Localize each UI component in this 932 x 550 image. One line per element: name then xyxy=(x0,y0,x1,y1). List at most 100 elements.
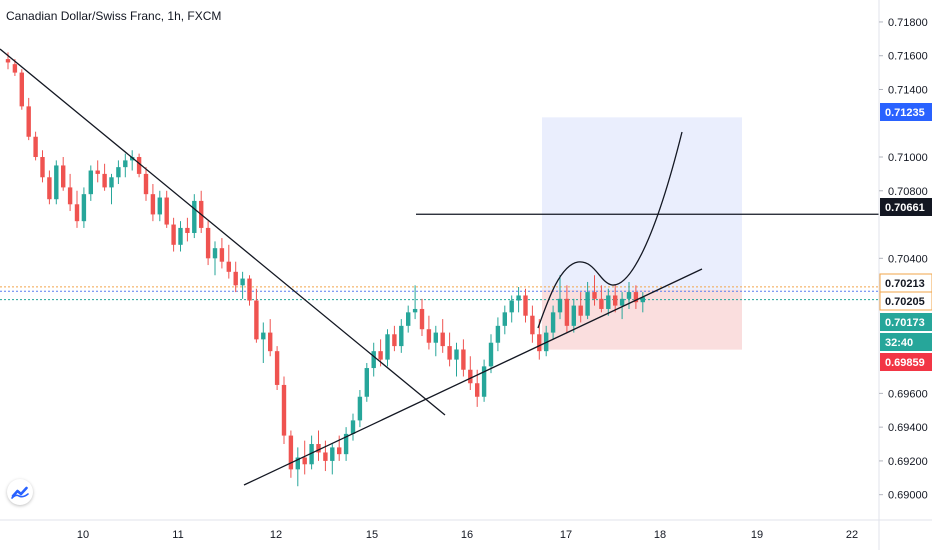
candle xyxy=(330,444,335,475)
candle xyxy=(302,440,307,475)
candle xyxy=(26,97,31,141)
candle xyxy=(81,187,87,228)
candle xyxy=(481,359,487,402)
candle xyxy=(185,217,190,242)
candle xyxy=(47,170,52,205)
candle xyxy=(164,190,169,228)
candle xyxy=(226,244,231,279)
candle xyxy=(475,369,480,407)
candle xyxy=(102,163,107,191)
price-badge-black: 0.70661 xyxy=(880,198,932,216)
candle xyxy=(364,362,369,402)
candle xyxy=(281,376,287,445)
time-axis[interactable]: 10 11 12 15 16 17 18 19 22 xyxy=(77,529,858,541)
downtrend-line[interactable] xyxy=(0,48,446,416)
candle xyxy=(295,447,300,487)
candle xyxy=(95,160,100,183)
candle xyxy=(61,157,66,191)
candle xyxy=(343,427,349,461)
y-tick-label: 0.69600 xyxy=(888,388,928,400)
candle xyxy=(454,342,459,377)
price-badge-teal: 32:40 xyxy=(880,333,932,351)
candle xyxy=(619,292,625,320)
candle xyxy=(488,334,494,374)
candle xyxy=(116,160,121,185)
candle xyxy=(19,69,24,110)
candle xyxy=(240,271,245,299)
candle xyxy=(599,285,604,313)
candle xyxy=(219,238,225,269)
x-tick-label: 10 xyxy=(77,529,89,541)
candle xyxy=(130,150,135,171)
candle xyxy=(88,165,93,201)
candlestick-series xyxy=(5,52,645,487)
candle xyxy=(150,184,156,222)
candle xyxy=(419,298,425,336)
price-badge-outline: 0.70205 xyxy=(879,291,932,311)
y-tick-label: 0.71600 xyxy=(888,51,928,63)
candle xyxy=(212,241,218,276)
candle xyxy=(74,190,80,228)
svg-text:0.70661: 0.70661 xyxy=(885,202,925,214)
y-tick-label: 0.69000 xyxy=(888,490,928,502)
target-zone[interactable] xyxy=(542,117,742,290)
candle xyxy=(178,221,183,252)
chart-title: Canadian Dollar/Swiss Franc, 1h, FXCM xyxy=(6,9,222,23)
y-tick-label: 0.71000 xyxy=(888,152,928,164)
candle xyxy=(495,317,501,352)
candle xyxy=(254,288,259,343)
x-tick-label: 17 xyxy=(560,529,572,541)
candle xyxy=(626,281,632,309)
chart-drawings xyxy=(0,48,879,486)
candle xyxy=(323,440,328,472)
y-tick-label: 0.71400 xyxy=(888,84,928,96)
candle xyxy=(433,325,438,357)
candle xyxy=(274,346,280,390)
svg-text:0.71235: 0.71235 xyxy=(885,107,925,119)
candle xyxy=(440,319,445,353)
candle xyxy=(633,285,639,309)
candle xyxy=(392,325,397,352)
candle xyxy=(550,305,556,340)
svg-text:0.69859: 0.69859 xyxy=(885,357,925,369)
candle xyxy=(205,221,211,266)
candle xyxy=(530,305,535,343)
uptrend-line[interactable] xyxy=(243,268,703,486)
svg-text:32:40: 32:40 xyxy=(885,337,913,349)
price-badges: 0.71235 0.70661 0.70213 0.70205 0.70173 32:40… xyxy=(879,103,932,371)
candle xyxy=(564,285,570,333)
tradingview-logo-icon[interactable] xyxy=(7,479,33,505)
candle xyxy=(509,295,514,323)
price-badge-teal: 0.70173 xyxy=(880,313,932,331)
projection-curve[interactable] xyxy=(537,131,683,329)
candle xyxy=(585,281,590,320)
svg-text:0.70205: 0.70205 xyxy=(885,296,925,308)
candle xyxy=(157,190,162,222)
price-axis[interactable]: 0.71800 0.71600 0.71400 0.71000 0.70800 0.704… xyxy=(879,17,928,502)
candle xyxy=(426,315,432,350)
candle xyxy=(171,217,176,252)
candle xyxy=(468,356,473,390)
candle xyxy=(613,285,618,313)
x-tick-label: 16 xyxy=(461,529,473,541)
candle xyxy=(136,153,142,178)
candle xyxy=(357,390,363,428)
y-tick-label: 0.70400 xyxy=(888,253,928,265)
candle xyxy=(592,275,597,306)
price-badge-red: 0.69859 xyxy=(880,353,932,371)
candle xyxy=(143,167,149,201)
logo-glyph xyxy=(11,486,29,499)
y-tick-label: 0.71800 xyxy=(888,17,928,29)
candle xyxy=(371,342,376,377)
candle xyxy=(571,298,576,333)
candle xyxy=(261,322,266,363)
candle xyxy=(447,332,452,367)
candle xyxy=(412,285,418,320)
candle xyxy=(233,261,238,293)
candle xyxy=(247,275,252,306)
price-badge-outline: 0.70213 xyxy=(879,273,932,293)
candle xyxy=(268,319,273,357)
candle xyxy=(516,287,521,313)
